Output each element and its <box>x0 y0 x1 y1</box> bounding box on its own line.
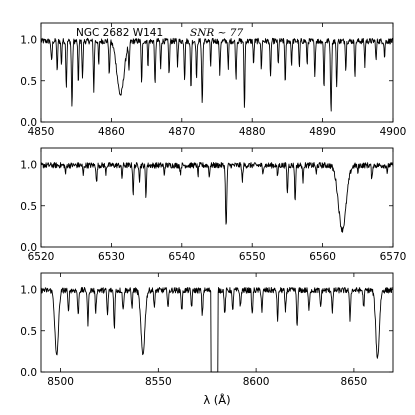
x-tick-label: 4860 <box>98 126 125 138</box>
panel-3-frame <box>40 272 394 373</box>
spectrum-line-panel-2 <box>40 161 394 233</box>
y-tick-label: 0.5 <box>20 201 37 213</box>
panel-1-ticks: 4850 4860 4870 4880 4890 4900 0.0 0.5 1.0 <box>20 23 406 138</box>
x-tick-label: 8650 <box>341 376 368 388</box>
y-tick-label: 0.0 <box>20 367 37 379</box>
spectrum-line-panel-1 <box>40 37 394 112</box>
object-annotation: NGC 2682 W141 <box>76 27 163 39</box>
x-tick-label: 6560 <box>309 251 336 263</box>
panel-3-ticks: 8500 8550 8600 8650 0.0 0.5 1.0 <box>20 273 393 388</box>
x-tick-label: 8550 <box>145 376 172 388</box>
x-tick-label: 4870 <box>168 126 195 138</box>
x-tick-label: 4850 <box>28 126 55 138</box>
x-axis-label: λ (Å) <box>203 392 230 407</box>
snr-annotation: SNR ~ 77 <box>190 27 243 39</box>
panel-1-frame <box>40 22 394 123</box>
x-tick-label: 6530 <box>98 251 125 263</box>
y-tick-label: 1.0 <box>20 285 37 297</box>
y-tick-label: 1.0 <box>20 35 37 47</box>
y-tick-label: 0.0 <box>20 117 37 129</box>
x-tick-label: 4890 <box>309 126 336 138</box>
panel-1: 4850 4860 4870 4880 4890 4900 0.0 0.5 1.0 NGC 26… <box>20 22 406 138</box>
panel-2-ticks: 6520 6530 6540 6550 6560 6570 0.0 0.5 1.0 <box>20 148 406 263</box>
panel-2-frame <box>40 147 394 248</box>
x-tick-label: 8500 <box>47 376 74 388</box>
panel-2: 6520 6530 6540 6550 6560 6570 0.0 0.5 1.0 <box>20 147 406 263</box>
x-tick-label: 4900 <box>380 126 407 138</box>
y-tick-label: 0.5 <box>20 76 37 88</box>
x-tick-label: 6540 <box>168 251 195 263</box>
x-tick-label: 4880 <box>239 126 266 138</box>
x-tick-label: 8600 <box>243 376 270 388</box>
y-tick-label: 0.0 <box>20 242 37 254</box>
x-tick-label: 6570 <box>380 251 407 263</box>
y-tick-label: 1.0 <box>20 160 37 172</box>
panel-3: 8500 8550 8600 8650 0.0 0.5 1.0 λ (Å) <box>20 272 394 407</box>
x-tick-label: 6550 <box>239 251 266 263</box>
y-tick-label: 0.5 <box>20 326 37 338</box>
x-tick-label: 6520 <box>28 251 55 263</box>
spectrum-line-panel-3 <box>40 286 394 373</box>
